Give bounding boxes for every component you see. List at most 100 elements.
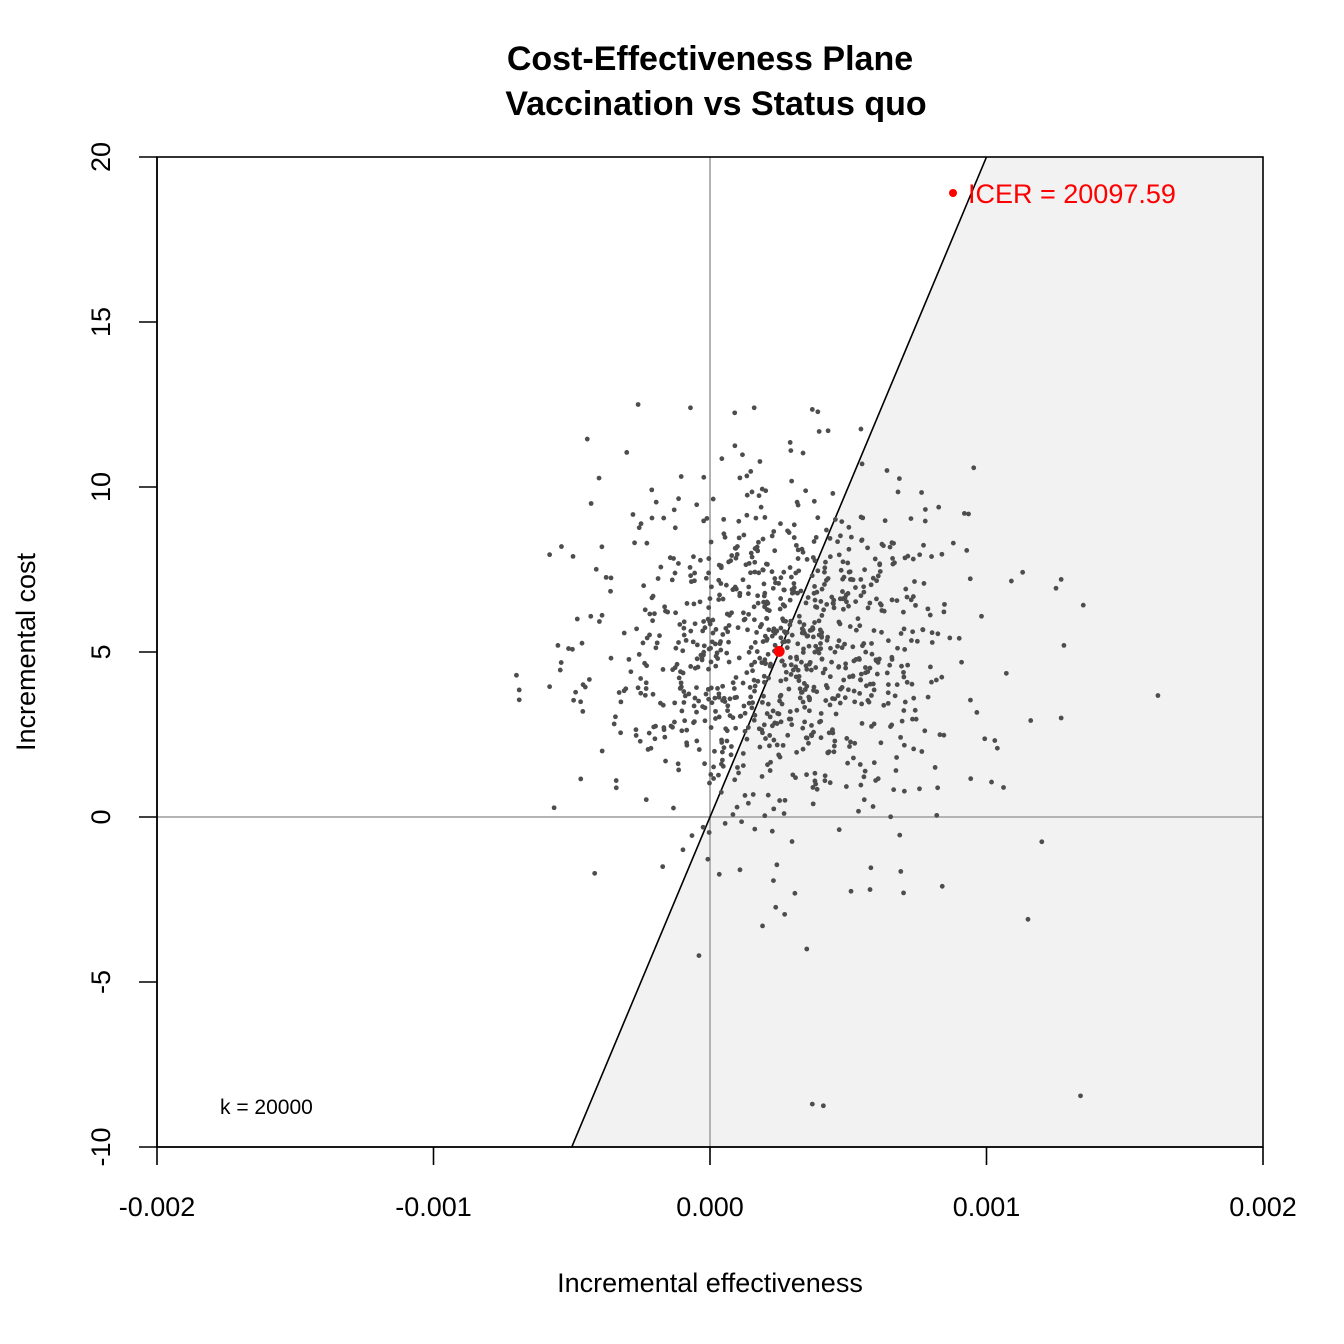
simulation-point	[788, 574, 794, 580]
simulation-point	[720, 757, 725, 763]
simulation-point	[929, 679, 934, 685]
simulation-point	[752, 546, 758, 551]
simulation-point	[770, 585, 776, 591]
simulation-point	[932, 765, 938, 770]
y-axis: -10 -5 0 5 10 15 20	[86, 142, 158, 1167]
simulation-point	[652, 611, 657, 617]
simulation-point	[702, 761, 707, 767]
simulation-point	[758, 504, 764, 510]
simulation-point	[807, 659, 813, 665]
simulation-point	[740, 751, 746, 756]
simulation-point	[661, 725, 667, 730]
simulation-point	[557, 667, 563, 673]
simulation-point	[762, 661, 768, 667]
simulation-point	[638, 690, 644, 696]
simulation-point	[726, 559, 732, 565]
simulation-point	[911, 695, 917, 701]
simulation-point	[755, 593, 761, 599]
simulation-point	[812, 620, 817, 625]
simulation-point	[677, 622, 683, 627]
simulation-point	[570, 553, 576, 559]
simulation-point	[829, 659, 834, 665]
simulation-point	[746, 649, 752, 655]
simulation-point	[691, 703, 697, 709]
simulation-point	[751, 617, 757, 623]
simulation-point	[635, 685, 641, 691]
simulation-point	[713, 627, 719, 632]
simulation-point	[716, 871, 722, 877]
simulation-point	[850, 644, 856, 650]
simulation-point	[862, 567, 867, 573]
simulation-point	[730, 715, 736, 721]
simulation-point	[919, 490, 924, 495]
simulation-point	[728, 744, 734, 749]
simulation-point	[790, 667, 796, 673]
simulation-point	[773, 904, 779, 910]
simulation-point	[719, 456, 725, 462]
simulation-point	[782, 603, 788, 609]
simulation-point	[670, 667, 676, 673]
simulation-point	[891, 787, 897, 793]
simulation-point	[831, 743, 837, 749]
simulation-point	[760, 923, 765, 929]
simulation-point	[681, 625, 687, 631]
simulation-point	[676, 561, 681, 566]
simulation-point	[837, 596, 843, 602]
simulation-point	[786, 686, 792, 692]
simulation-point	[787, 709, 793, 714]
simulation-point	[603, 574, 609, 580]
simulation-point	[754, 649, 760, 654]
simulation-point	[694, 642, 700, 648]
simulation-point	[902, 647, 908, 652]
simulation-point	[844, 599, 849, 605]
simulation-point	[767, 768, 773, 773]
simulation-point	[578, 699, 584, 705]
simulation-point	[624, 450, 630, 455]
simulation-point	[847, 744, 852, 749]
simulation-point	[691, 720, 696, 726]
simulation-point	[836, 638, 842, 644]
simulation-point	[800, 650, 806, 655]
simulation-point	[744, 736, 750, 742]
simulation-point	[968, 697, 973, 703]
simulation-point	[847, 569, 853, 575]
simulation-point	[700, 824, 706, 830]
simulation-point	[721, 745, 727, 751]
simulation-point	[796, 568, 802, 574]
simulation-point	[788, 618, 794, 624]
simulation-point	[827, 702, 833, 708]
simulation-point	[853, 657, 859, 662]
y-tick-label: 10	[86, 472, 116, 502]
simulation-point	[813, 665, 819, 670]
simulation-point	[558, 660, 564, 665]
simulation-point	[994, 745, 1000, 751]
simulation-point	[681, 689, 687, 694]
simulation-point	[1008, 578, 1014, 584]
simulation-point	[616, 690, 622, 695]
simulation-point	[795, 590, 800, 596]
simulation-point	[908, 597, 914, 603]
simulation-point	[761, 679, 767, 685]
simulation-point	[816, 650, 822, 656]
simulation-point	[803, 600, 809, 606]
simulation-point	[992, 738, 998, 743]
simulation-point	[769, 828, 775, 834]
simulation-point	[653, 723, 658, 729]
simulation-point	[608, 588, 613, 594]
simulation-point	[845, 687, 851, 693]
simulation-point	[559, 544, 564, 549]
simulation-point	[749, 662, 754, 668]
simulation-point	[781, 811, 787, 816]
simulation-point	[613, 714, 618, 720]
simulation-point	[680, 670, 686, 676]
simulation-point	[795, 502, 801, 508]
simulation-point	[778, 596, 784, 601]
simulation-point	[767, 663, 773, 669]
simulation-point	[741, 532, 747, 538]
simulation-point	[712, 748, 717, 754]
simulation-point	[807, 697, 812, 703]
plot-area	[157, 157, 1263, 1147]
simulation-point	[905, 662, 911, 668]
simulation-point	[725, 629, 731, 635]
simulation-point	[809, 407, 815, 412]
